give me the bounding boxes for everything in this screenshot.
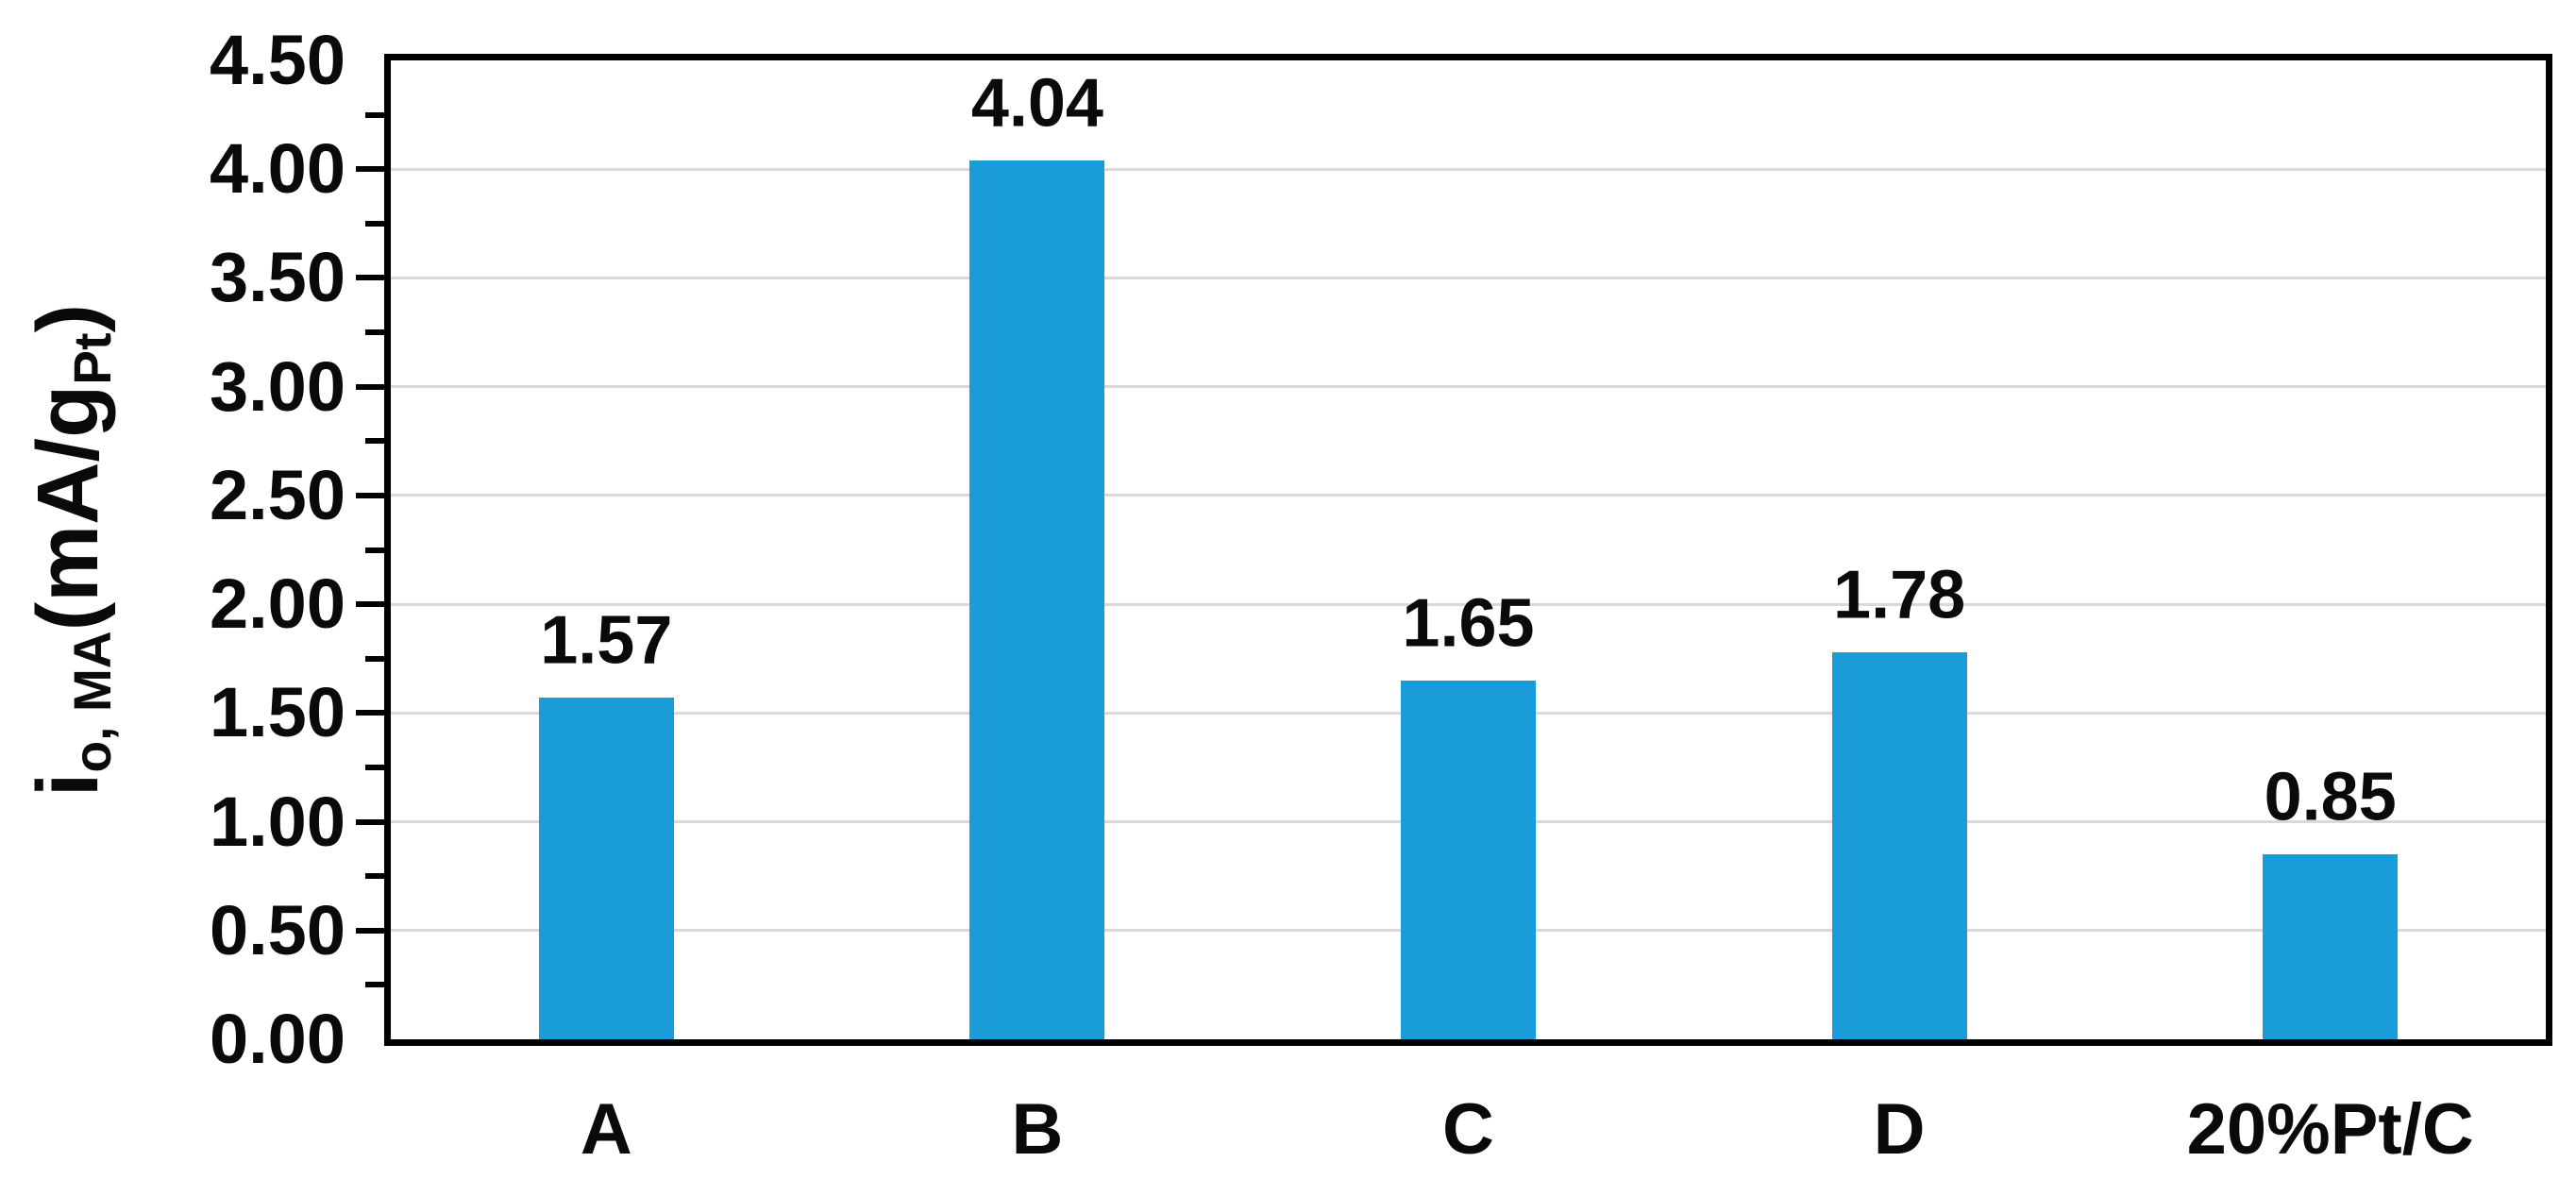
plot-area — [384, 54, 2552, 1046]
bar-A — [538, 698, 674, 1039]
y-major-tick — [356, 710, 384, 716]
y-axis-title-subscript: Pt — [62, 332, 122, 385]
y-axis-title-text: i — [20, 772, 116, 797]
y-major-tick — [356, 383, 384, 390]
y-minor-tick — [365, 438, 384, 445]
bar-value-label: 0.85 — [2264, 759, 2397, 835]
category-label-D: D — [1873, 1089, 1926, 1170]
y-tick-label: 2.50 — [209, 455, 345, 534]
y-minor-tick — [365, 655, 384, 662]
y-minor-tick — [365, 982, 384, 988]
y-minor-tick — [365, 547, 384, 553]
y-tick-label: 0.50 — [209, 890, 345, 969]
y-axis-title-text: (mA/g — [20, 384, 116, 631]
y-axis-title: io, MA(mA/gPt) — [20, 303, 126, 797]
gridline — [391, 385, 2546, 389]
y-tick-label: 3.50 — [209, 238, 345, 317]
bar-C — [1401, 680, 1536, 1039]
gridline — [391, 602, 2546, 606]
y-axis-title-subscript: o, MA — [62, 630, 122, 773]
bar-D — [1831, 651, 1967, 1039]
y-tick-label: 1.00 — [209, 782, 345, 861]
bar-value-label: 4.04 — [970, 65, 1103, 142]
y-minor-tick — [365, 764, 384, 770]
y-tick-label: 4.00 — [209, 129, 345, 209]
y-major-tick — [356, 818, 384, 825]
bar-value-label: 1.65 — [1402, 585, 1535, 662]
y-minor-tick — [365, 873, 384, 880]
y-major-tick — [356, 601, 384, 608]
y-tick-label: 0.00 — [209, 1000, 345, 1078]
bar-B — [969, 160, 1105, 1039]
y-major-tick — [356, 927, 384, 934]
y-tick-label: 2.00 — [209, 564, 345, 644]
y-minor-tick — [365, 220, 384, 227]
category-label-C: C — [1442, 1089, 1494, 1170]
gridline — [391, 167, 2546, 171]
y-axis-title-text: ) — [20, 303, 116, 333]
y-major-tick — [356, 166, 384, 173]
bar-value-label: 1.78 — [1833, 557, 1966, 633]
bar-value-label: 1.57 — [540, 602, 673, 679]
y-tick-label: 4.50 — [209, 21, 345, 99]
y-tick-label: 1.50 — [209, 673, 345, 752]
category-label-A: A — [580, 1089, 632, 1170]
category-label-20%Pt/C: 20%Pt/C — [2186, 1089, 2474, 1170]
y-minor-tick — [365, 111, 384, 118]
y-minor-tick — [365, 329, 384, 336]
y-major-tick — [356, 275, 384, 281]
gridline — [391, 276, 2546, 279]
gridline — [391, 494, 2546, 497]
bar-20%Pt/C — [2263, 854, 2399, 1039]
y-tick-label: 3.00 — [209, 346, 345, 426]
y-major-tick — [356, 492, 384, 498]
category-label-B: B — [1011, 1089, 1064, 1170]
